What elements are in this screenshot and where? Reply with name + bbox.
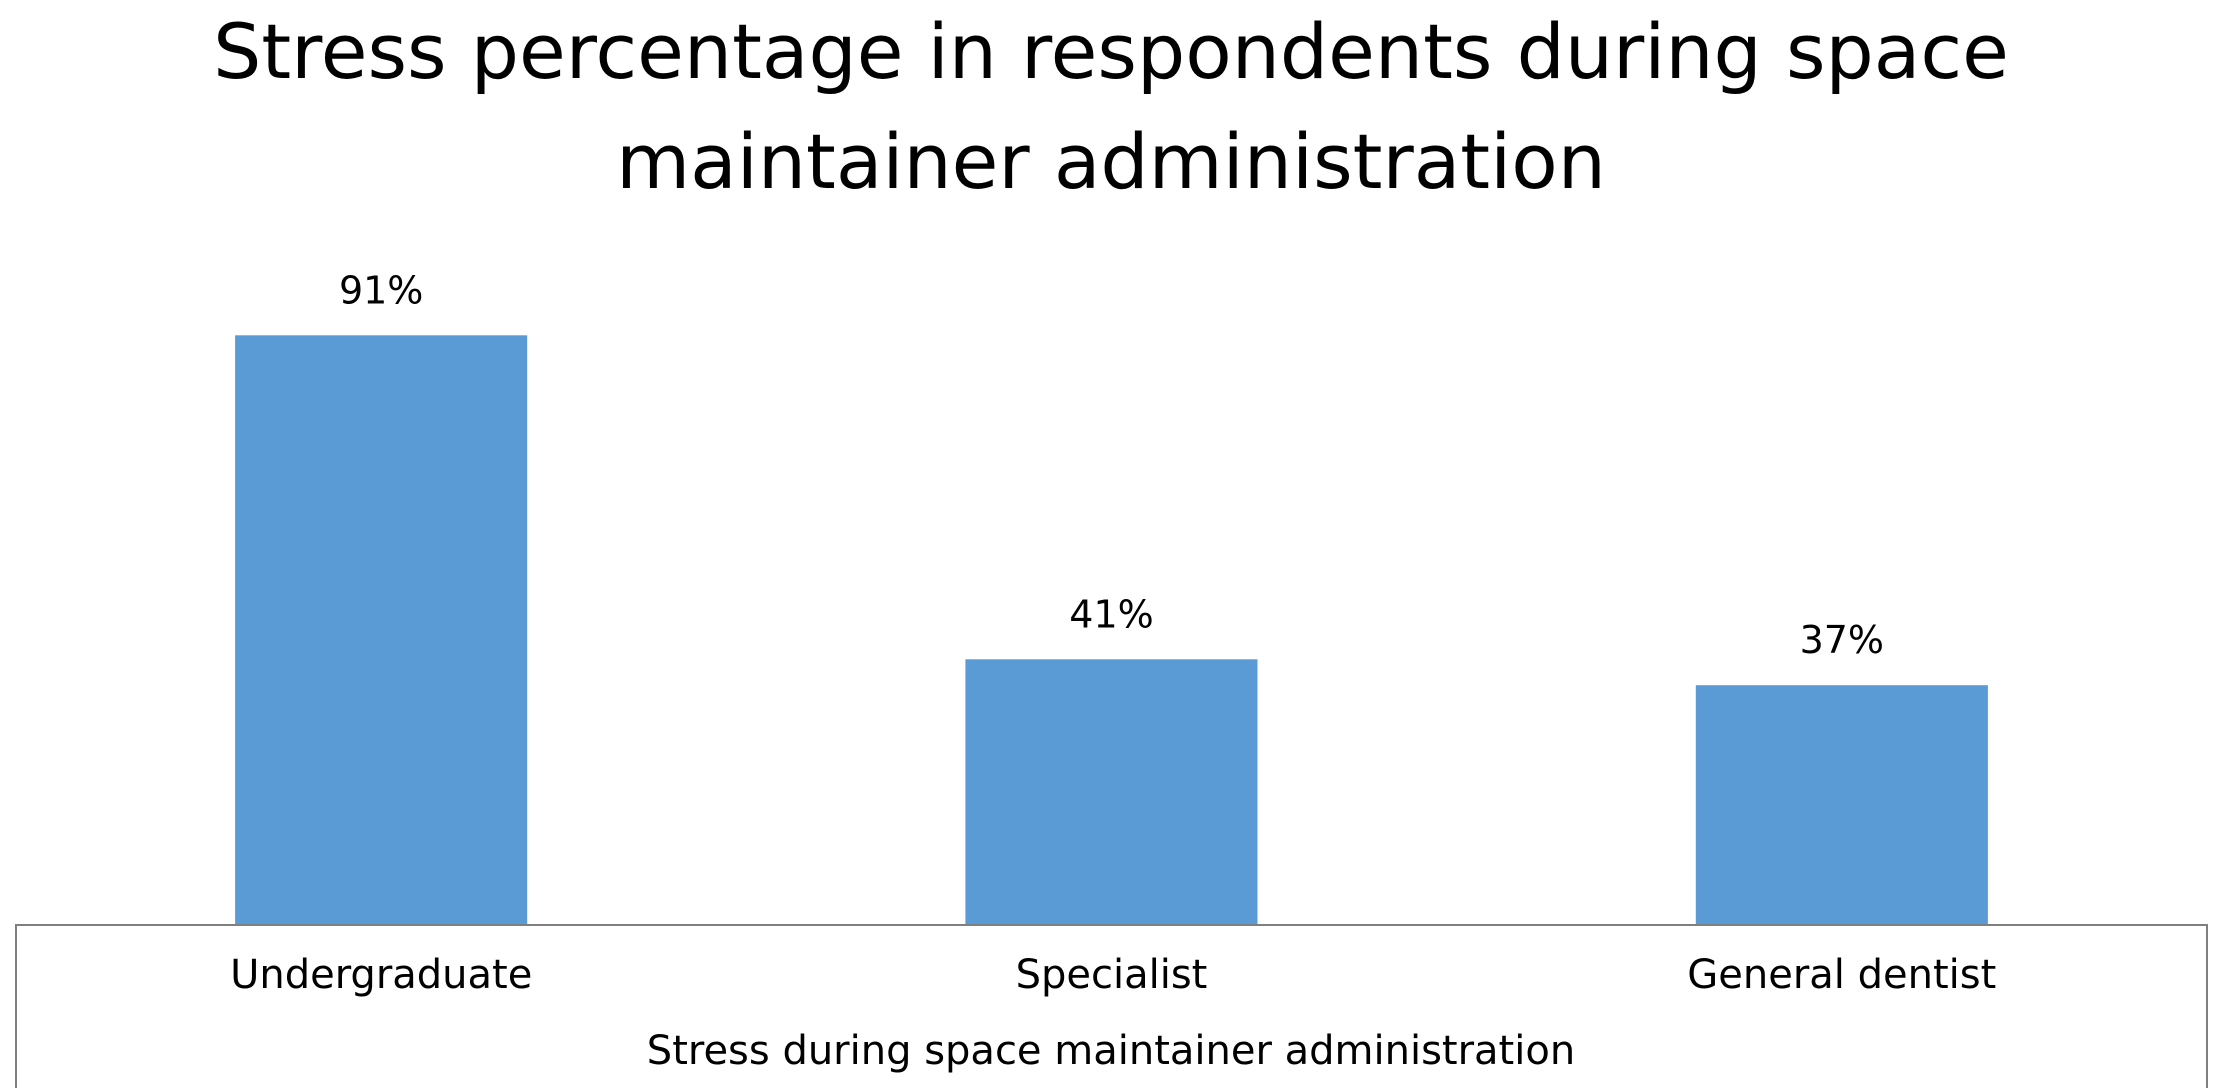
chart-title-line-1: Stress percentage in respondents during …: [213, 7, 2009, 96]
bar-undergraduate: [235, 335, 528, 925]
category-labels-group: Undergraduate Specialist General dentist: [230, 952, 1996, 998]
data-labels-group: 91% 41% 37%: [339, 268, 1884, 662]
bar-specialist: [965, 659, 1258, 925]
category-label-undergraduate: Undergraduate: [230, 952, 532, 998]
category-axis-box: [15, 924, 2208, 1088]
data-label-specialist: 41%: [1069, 592, 1153, 636]
bars-group: [235, 335, 1988, 925]
data-label-undergraduate: 91%: [339, 268, 423, 312]
category-label-general-dentist: General dentist: [1687, 952, 1996, 998]
x-axis-title: Stress during space maintainer administr…: [647, 1028, 1575, 1074]
bar-general-dentist: [1695, 685, 1988, 925]
data-label-general-dentist: 37%: [1800, 618, 1884, 662]
category-label-specialist: Specialist: [1016, 952, 1208, 998]
chart-title: Stress percentage in respondents during …: [213, 7, 2009, 206]
chart-title-line-2: maintainer administration: [616, 117, 1606, 206]
